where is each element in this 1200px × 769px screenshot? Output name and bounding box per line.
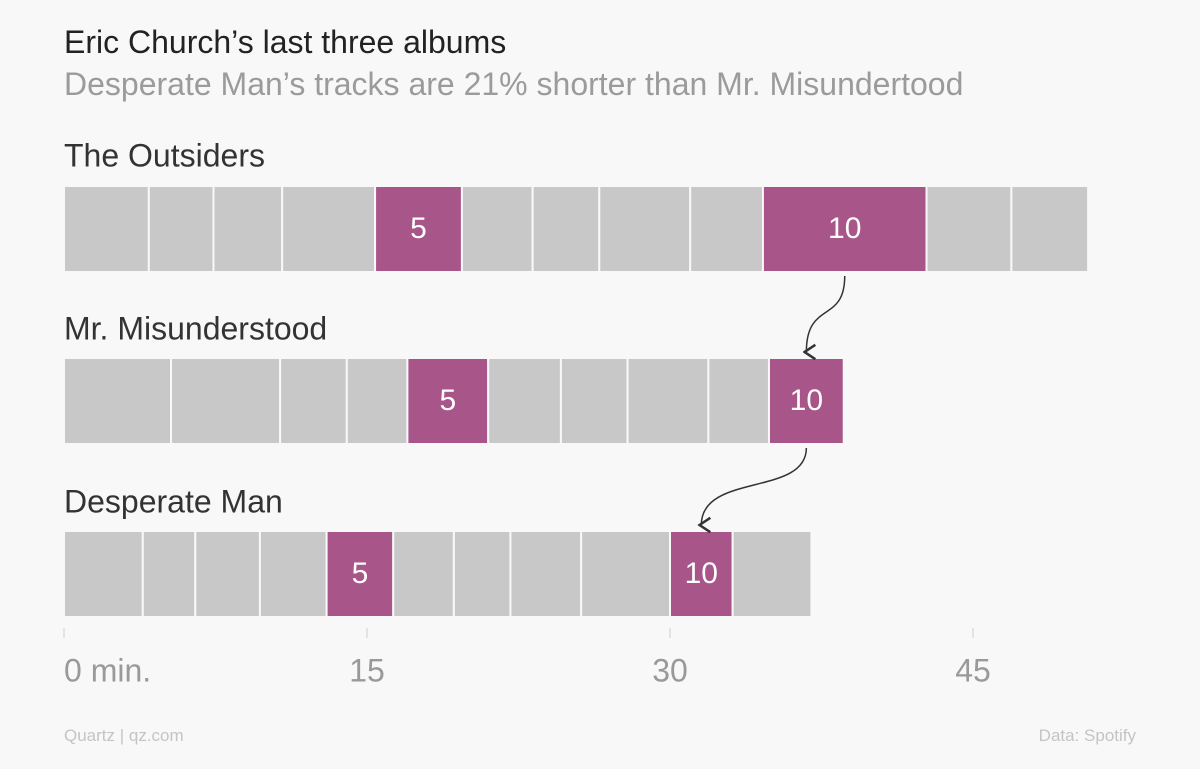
track-number-label: 5 bbox=[410, 212, 427, 245]
track-segment bbox=[1010, 185, 1090, 273]
track-segment bbox=[689, 185, 764, 273]
x-tick-label: 45 bbox=[955, 652, 991, 688]
track-segment bbox=[460, 185, 534, 273]
track-segment bbox=[707, 357, 770, 445]
chart-title: Eric Church’s last three albums bbox=[64, 24, 507, 60]
track-segment bbox=[626, 357, 710, 445]
track-number-label: 10 bbox=[685, 557, 718, 590]
x-tick-label: 30 bbox=[652, 652, 688, 688]
track-segment bbox=[194, 530, 261, 618]
track-number-label: 10 bbox=[790, 384, 823, 417]
track-segment bbox=[509, 530, 583, 618]
track-segment bbox=[279, 357, 348, 445]
track-segment bbox=[258, 530, 328, 618]
album-label: The Outsiders bbox=[64, 137, 265, 173]
x-tick-label: 0 min. bbox=[64, 652, 151, 688]
track-segment bbox=[325, 530, 395, 618]
album-label: Desperate Man bbox=[64, 483, 283, 519]
track-number-label: 10 bbox=[828, 212, 861, 245]
track-segment bbox=[63, 185, 150, 273]
track-segment bbox=[392, 530, 455, 618]
track-segment bbox=[669, 530, 734, 618]
track-segment bbox=[925, 185, 1013, 273]
track-segment bbox=[63, 357, 173, 445]
track-segment bbox=[559, 357, 629, 445]
track-segment bbox=[63, 530, 144, 618]
chart-subtitle: Desperate Man’s tracks are 21% shorter t… bbox=[64, 66, 964, 102]
data-source: Data: Spotify bbox=[1038, 726, 1136, 745]
source-credit: Quartz | qz.com bbox=[64, 726, 184, 745]
track-segment bbox=[452, 530, 512, 618]
connector-arrow bbox=[806, 275, 846, 352]
track-segment bbox=[345, 357, 409, 445]
track-segment bbox=[147, 185, 215, 273]
track-segment bbox=[170, 357, 282, 445]
track-segment bbox=[212, 185, 284, 273]
track-segment bbox=[281, 185, 377, 273]
track-segment bbox=[374, 185, 463, 273]
album-label: Mr. Misunderstood bbox=[64, 310, 327, 346]
track-segment bbox=[141, 530, 197, 618]
track-segment bbox=[531, 185, 601, 273]
track-segment bbox=[598, 185, 692, 273]
track-number-label: 5 bbox=[352, 557, 369, 590]
track-segment bbox=[731, 530, 813, 618]
x-tick-label: 15 bbox=[349, 652, 385, 688]
connector-arrow bbox=[701, 447, 808, 525]
track-number-label: 5 bbox=[439, 384, 456, 417]
track-segment bbox=[487, 357, 562, 445]
track-segment bbox=[580, 530, 671, 618]
